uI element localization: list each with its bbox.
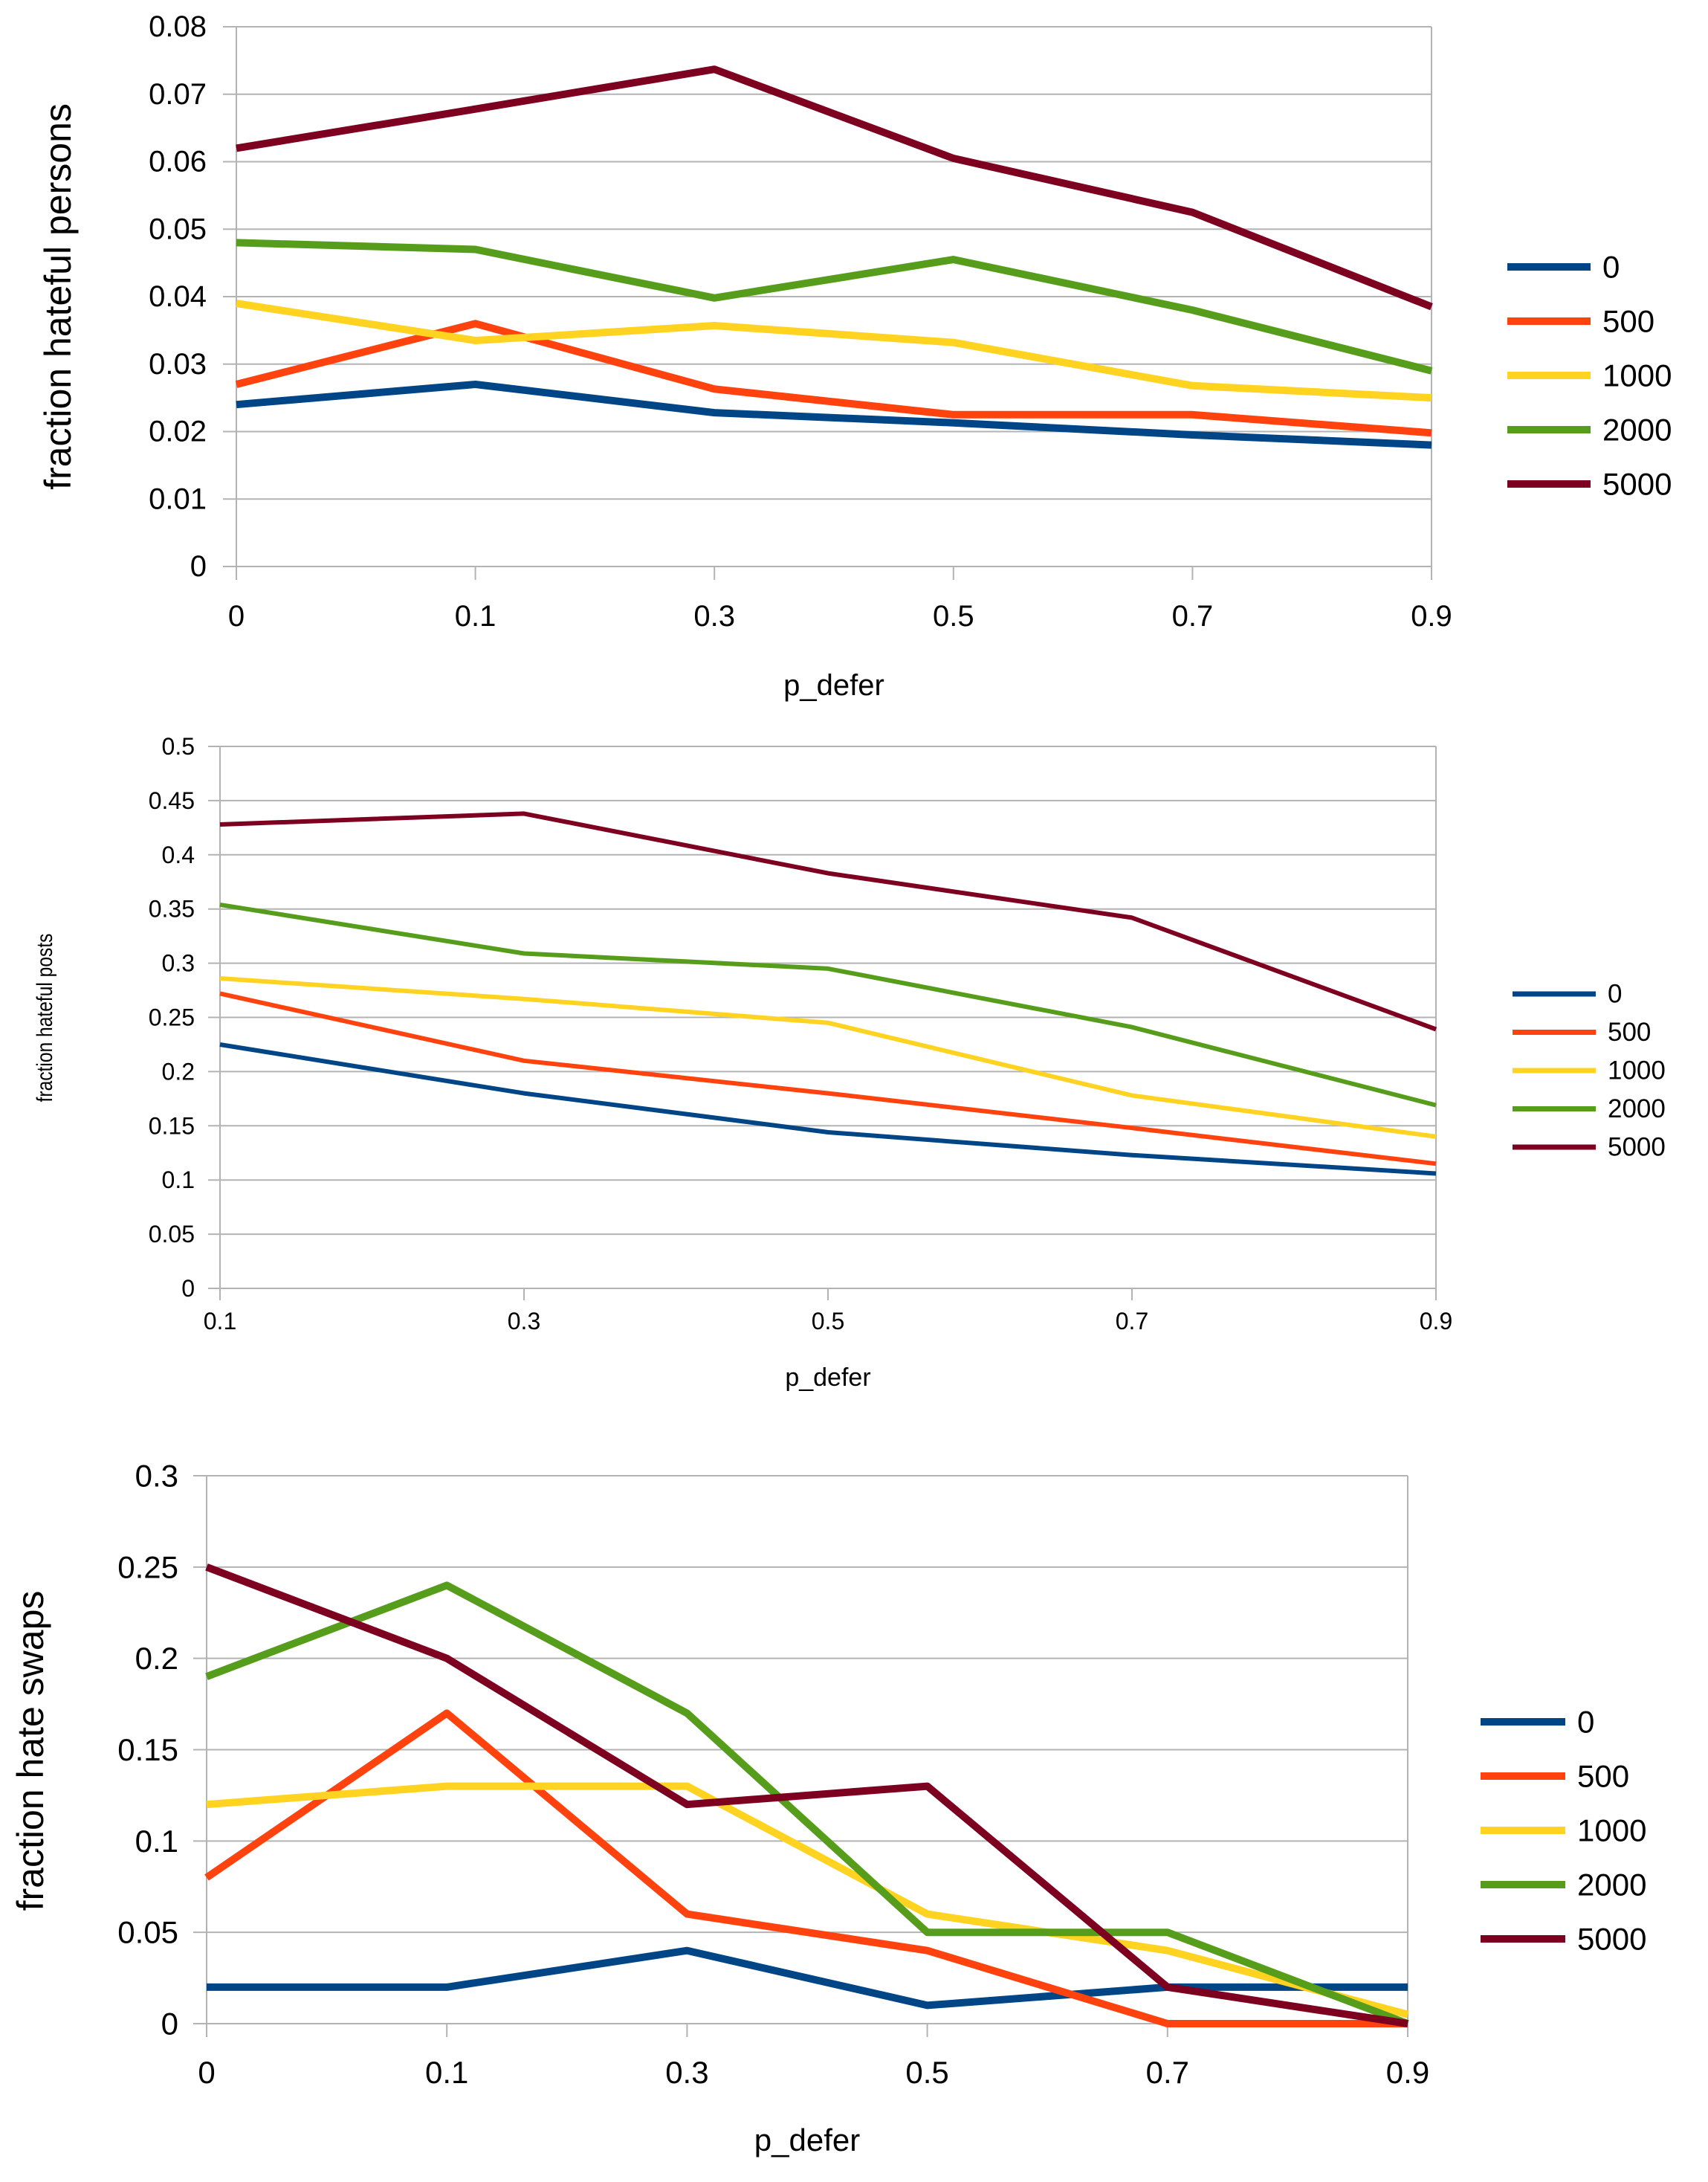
y-tick-label: 0.4 — [162, 842, 195, 868]
y-tick-label: 0.01 — [149, 482, 207, 515]
series-line-1000 — [206, 1782, 1409, 2018]
x-axis-title: p_defer — [754, 2123, 860, 2157]
series-line-0 — [236, 381, 1432, 449]
y-tick-label: 0.2 — [135, 1641, 178, 1676]
x-tick-label: 0.3 — [693, 600, 735, 633]
x-tick-label: 0.9 — [1420, 1308, 1452, 1334]
y-tick-label: 0.05 — [149, 213, 207, 245]
legend-label: 1000 — [1602, 358, 1672, 393]
y-tick-label: 0.25 — [149, 1004, 195, 1031]
x-tick-label: 0.1 — [425, 2055, 468, 2090]
legend-label: 1000 — [1608, 1056, 1666, 1085]
y-tick-label: 0.02 — [149, 416, 207, 448]
series-line-0 — [219, 1042, 1437, 1176]
y-tick-label: 0.25 — [117, 1549, 178, 1584]
y-tick-label: 0.1 — [135, 1824, 178, 1859]
y-tick-label: 0.06 — [149, 146, 207, 178]
legend-label: 500 — [1608, 1018, 1651, 1047]
series-line-0 — [207, 1946, 1408, 2010]
chart-top: 0 0.01 0.02 0.03 0.04 0.05 0.06 0.07 0.08 0 0.1 0.3… — [37, 10, 1672, 702]
y-tick-label: 0 — [190, 550, 207, 583]
y-tick-label: 0.03 — [149, 348, 207, 381]
x-tick-label: 0 — [198, 2055, 215, 2090]
chart-bottom: 0 0.05 0.1 0.15 0.2 0.25 0.3 0 0.1 0.3 0.5 0.7 0.9 p_… — [10, 1459, 1646, 2158]
x-tick-label: 0.3 — [665, 2055, 708, 2090]
x-axis-title: p_defer — [785, 1363, 870, 1392]
x-tick-label: 0.5 — [905, 2055, 948, 2090]
y-tick-label: 0.45 — [149, 787, 195, 814]
x-tick-label: 0.9 — [1411, 600, 1452, 633]
x-tick-label: 0.9 — [1386, 2055, 1429, 2090]
series-line-5000 — [236, 65, 1433, 311]
y-tick-label: 0.15 — [149, 1112, 195, 1139]
legend-label: 2000 — [1608, 1094, 1666, 1123]
y-tick-label: 0.1 — [162, 1166, 195, 1193]
y-tick-label: 0.07 — [149, 78, 207, 111]
series-line-5000 — [219, 811, 1437, 1032]
legend-label: 2000 — [1602, 413, 1672, 448]
legend-label: 0 — [1602, 250, 1620, 285]
series-line-500 — [219, 991, 1437, 1166]
series-line-2000 — [205, 1581, 1409, 2027]
y-tick-label: 0.05 — [117, 1915, 178, 1950]
x-tick-label: 0.5 — [812, 1308, 844, 1334]
series-line-1000 — [236, 300, 1432, 402]
series-line-5000 — [205, 1563, 1408, 2027]
legend-label: 5000 — [1602, 467, 1672, 502]
legend-label: 2000 — [1577, 1868, 1646, 1902]
y-axis-title: fraction hate swaps — [10, 1591, 51, 1911]
y-tick-label: 0.3 — [162, 950, 195, 977]
series-line-2000 — [219, 902, 1437, 1108]
legend: 0 500 1000 2000 5000 — [1513, 980, 1666, 1162]
legend: 0 500 1000 2000 5000 — [1507, 250, 1672, 502]
x-tick-label: 0.1 — [204, 1308, 236, 1334]
y-tick-label: 0.08 — [149, 10, 207, 43]
x-tick-label: 0.7 — [1146, 2055, 1189, 2090]
series-line-1000 — [219, 976, 1437, 1139]
series-line-2000 — [236, 239, 1433, 375]
y-tick-label: 0 — [161, 2007, 178, 2041]
y-tick-label: 0.5 — [162, 733, 195, 760]
y-tick-label: 0 — [181, 1275, 195, 1302]
y-tick-label: 0.2 — [162, 1058, 195, 1085]
legend-label: 0 — [1577, 1705, 1594, 1740]
x-tick-label: 0.5 — [933, 600, 974, 633]
y-axis-title: fraction hateful persons — [37, 103, 79, 490]
x-tick-label: 0.7 — [1116, 1308, 1148, 1334]
x-axis-title: p_defer — [783, 669, 884, 702]
y-tick-label: 0.05 — [149, 1221, 195, 1247]
legend-label: 500 — [1602, 304, 1654, 339]
legend-label: 1000 — [1577, 1813, 1646, 1848]
chart-middle: 0 0.05 0.1 0.15 0.2 0.25 0.3 0.35 0.4 0.45 0.5 0.1 0… — [32, 733, 1666, 1392]
y-tick-label: 0.04 — [149, 280, 207, 313]
series-line-500 — [204, 1709, 1408, 2027]
y-axis-title: fraction hateful posts — [32, 934, 57, 1103]
legend-label: 500 — [1577, 1759, 1629, 1794]
legend-label: 0 — [1608, 980, 1622, 1009]
legend: 0 500 1000 2000 5000 — [1481, 1705, 1646, 1957]
x-tick-label: 0.1 — [455, 600, 496, 633]
x-tick-label: 0.7 — [1172, 600, 1214, 633]
legend-label: 5000 — [1608, 1133, 1666, 1162]
x-tick-label: 0 — [228, 600, 245, 633]
y-tick-label: 0.3 — [135, 1459, 178, 1494]
x-tick-label: 0.3 — [508, 1308, 540, 1334]
y-tick-label: 0.15 — [117, 1732, 178, 1767]
y-tick-label: 0.35 — [149, 896, 195, 923]
legend-label: 5000 — [1577, 1922, 1646, 1957]
